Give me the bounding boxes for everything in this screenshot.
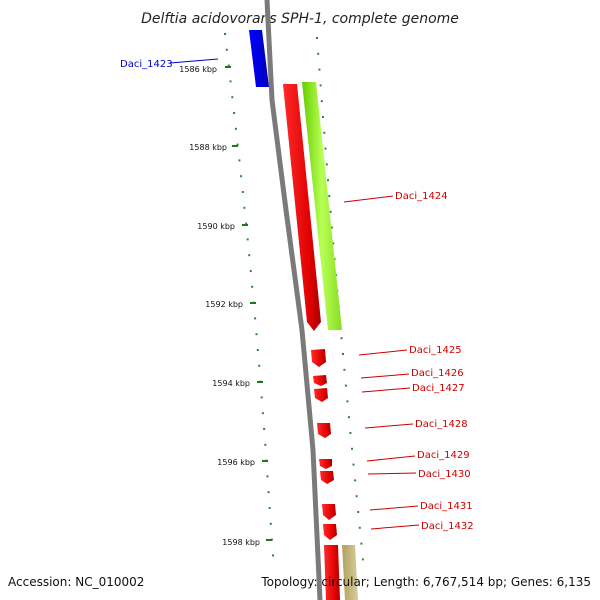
gene-daci-1425[interactable] xyxy=(311,349,326,367)
label-daci-1429[interactable]: Daci_1429 xyxy=(417,450,470,461)
label-daci-1427[interactable]: Daci_1427 xyxy=(412,383,465,394)
label-daci-1431[interactable]: Daci_1431 xyxy=(420,501,473,512)
leader-line-daci-1425 xyxy=(358,349,408,356)
gene-partial[interactable] xyxy=(324,545,340,600)
label-daci-1423[interactable]: Daci_1423 xyxy=(120,59,173,70)
tick-label-1594: 1594 kbp xyxy=(212,379,250,388)
leader-line-daci-1432 xyxy=(370,524,420,530)
gene-daci-1429[interactable] xyxy=(319,459,332,469)
label-daci-1428[interactable]: Daci_1428 xyxy=(415,419,468,430)
gene-daci-1428[interactable] xyxy=(317,423,331,438)
gene-daci-1431[interactable] xyxy=(322,504,336,520)
tick-label-1586: 1586 kbp xyxy=(179,65,217,74)
leader-line-daci-1429 xyxy=(366,455,416,462)
accession-text: Accession: NC_010002 xyxy=(8,575,144,589)
leader-line-daci-1428 xyxy=(364,423,414,429)
scale-ring-inner xyxy=(224,33,274,557)
tick-label-1592: 1592 kbp xyxy=(205,300,243,309)
feature-track-green xyxy=(302,82,342,330)
label-daci-1432[interactable]: Daci_1432 xyxy=(421,521,474,532)
leader-line-daci-1430 xyxy=(367,472,417,475)
label-daci-1426[interactable]: Daci_1426 xyxy=(411,368,464,379)
label-daci-1430[interactable]: Daci_1430 xyxy=(418,469,471,480)
scale-tick-labels: 1586 kbp 1588 kbp 1590 kbp 1592 kbp 1594… xyxy=(179,65,272,547)
leader-line-daci-1423 xyxy=(169,58,219,64)
tick-label-1588: 1588 kbp xyxy=(189,143,227,152)
feature-track-tan xyxy=(342,545,358,600)
gene-daci-1432[interactable] xyxy=(323,524,337,540)
gene-daci-1423[interactable] xyxy=(249,30,269,87)
gene-daci-1430[interactable] xyxy=(320,471,334,484)
gene-daci-1426[interactable] xyxy=(313,375,327,386)
tick-label-1590: 1590 kbp xyxy=(197,222,235,231)
leader-line-daci-1424 xyxy=(343,195,394,203)
leader-line-daci-1431 xyxy=(369,505,419,511)
topology-text: Topology: circular; Length: 6,767,514 bp… xyxy=(260,575,591,589)
gene-daci-1424[interactable] xyxy=(283,84,321,331)
label-daci-1424[interactable]: Daci_1424 xyxy=(395,191,448,202)
genome-backbone xyxy=(264,0,323,600)
leader-line-daci-1427 xyxy=(361,387,411,393)
map-title: Delftia acidovorans SPH-1, complete geno… xyxy=(141,11,459,27)
tick-label-1598: 1598 kbp xyxy=(222,538,260,547)
label-daci-1425[interactable]: Daci_1425 xyxy=(409,345,462,356)
leader-line-daci-1426 xyxy=(360,373,410,379)
gene-labels: Daci_1423 Daci_1424 Daci_1425 Daci_1426 … xyxy=(120,58,474,532)
gene-daci-1427[interactable] xyxy=(314,388,328,402)
tick-label-1596: 1596 kbp xyxy=(217,458,255,467)
